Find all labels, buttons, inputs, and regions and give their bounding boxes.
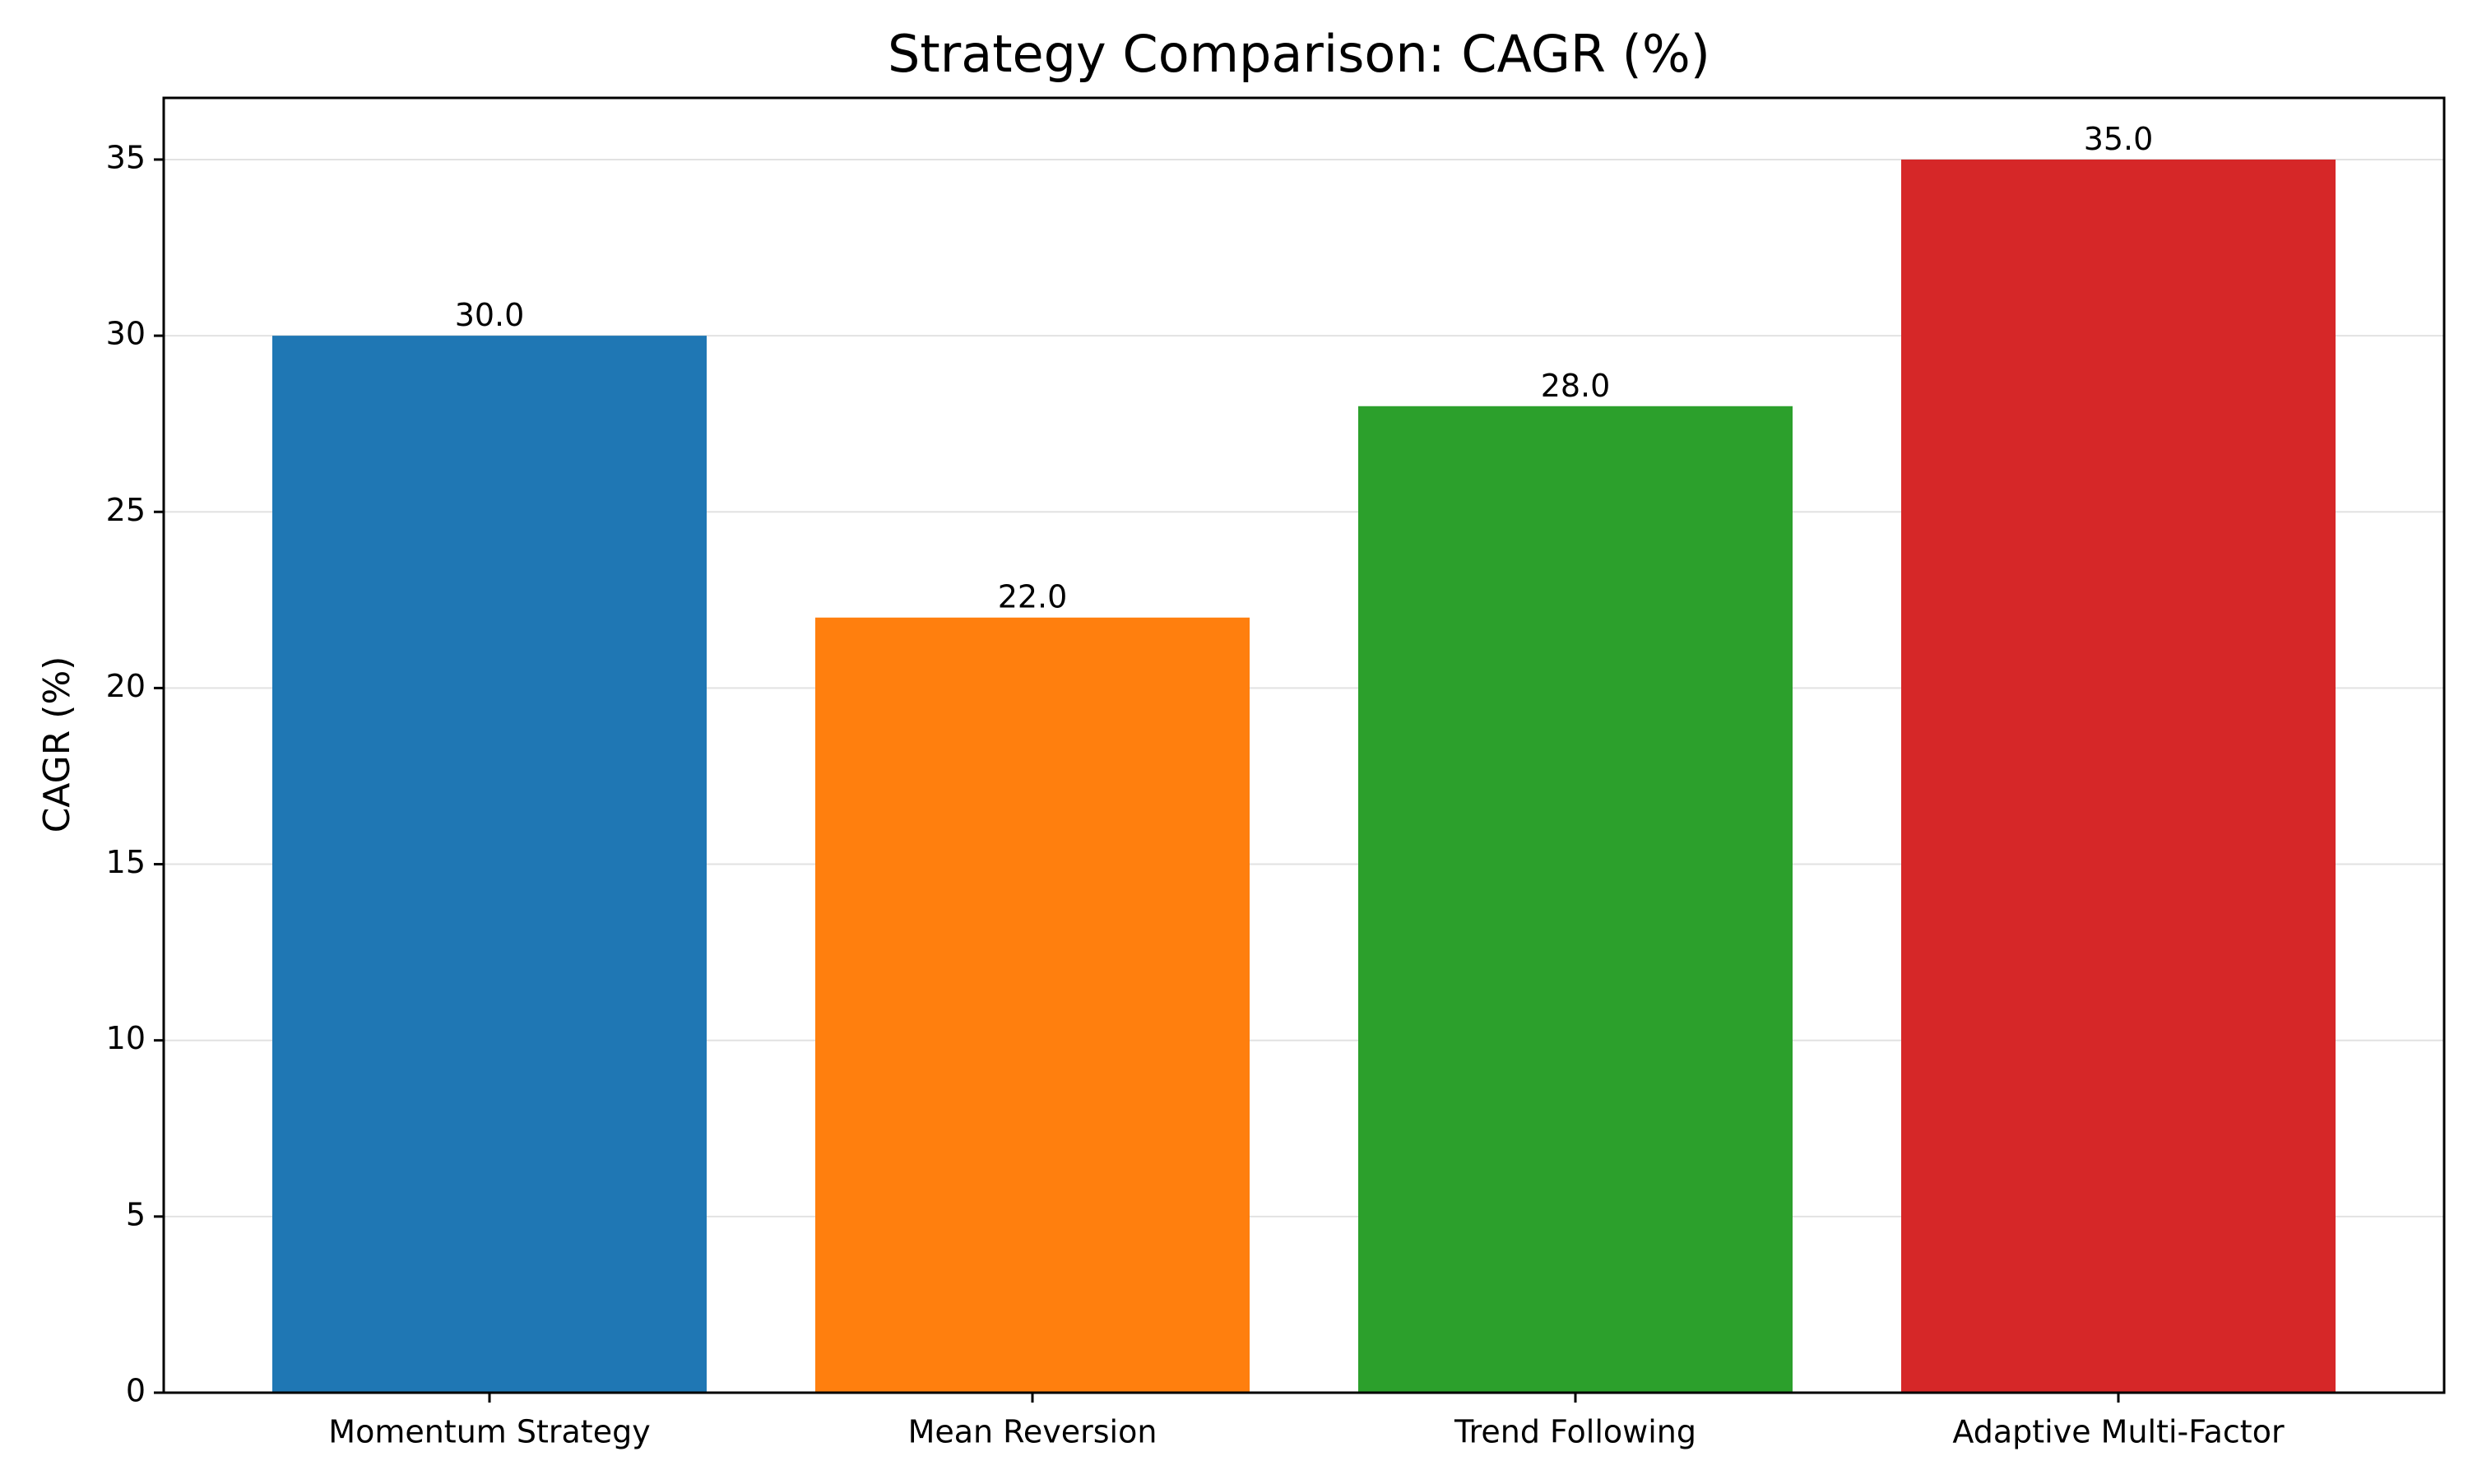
y-tick-label: 20 xyxy=(106,668,146,704)
x-tick-label: Trend Following xyxy=(1454,1414,1696,1450)
x-axis-ticks: Momentum Strategy Mean Reversion Trend Fol… xyxy=(328,1393,2285,1450)
bars xyxy=(272,159,2336,1393)
bar xyxy=(1901,159,2336,1393)
bar-value-label: 35.0 xyxy=(2084,121,2154,157)
y-axis-ticks: 0 5 10 15 20 25 30 35 xyxy=(106,139,164,1409)
y-tick-label: 10 xyxy=(106,1020,146,1056)
y-tick-label: 35 xyxy=(106,139,146,175)
x-tick-label: Momentum Strategy xyxy=(328,1414,650,1450)
x-tick-label: Mean Reversion xyxy=(908,1414,1157,1450)
bar-value-label: 22.0 xyxy=(998,579,1068,615)
bar-value-label: 28.0 xyxy=(1541,368,1611,404)
x-tick-label: Adaptive Multi-Factor xyxy=(1952,1414,2285,1450)
bar-value-label: 30.0 xyxy=(455,297,525,333)
bar xyxy=(272,336,707,1393)
value-labels: 30.0 22.0 28.0 35.0 xyxy=(455,121,2154,615)
y-tick-label: 30 xyxy=(106,316,146,352)
y-tick-label: 15 xyxy=(106,844,146,880)
y-axis-label: CAGR (%) xyxy=(36,656,78,833)
y-tick-label: 0 xyxy=(126,1373,146,1409)
plot-area-frame xyxy=(162,96,2446,1394)
chart-title: Strategy Comparison: CAGR (%) xyxy=(888,24,1710,84)
y-tick-label: 5 xyxy=(126,1196,146,1232)
bar xyxy=(1358,406,1793,1393)
y-tick-label: 25 xyxy=(106,492,146,528)
bar xyxy=(815,617,1250,1393)
